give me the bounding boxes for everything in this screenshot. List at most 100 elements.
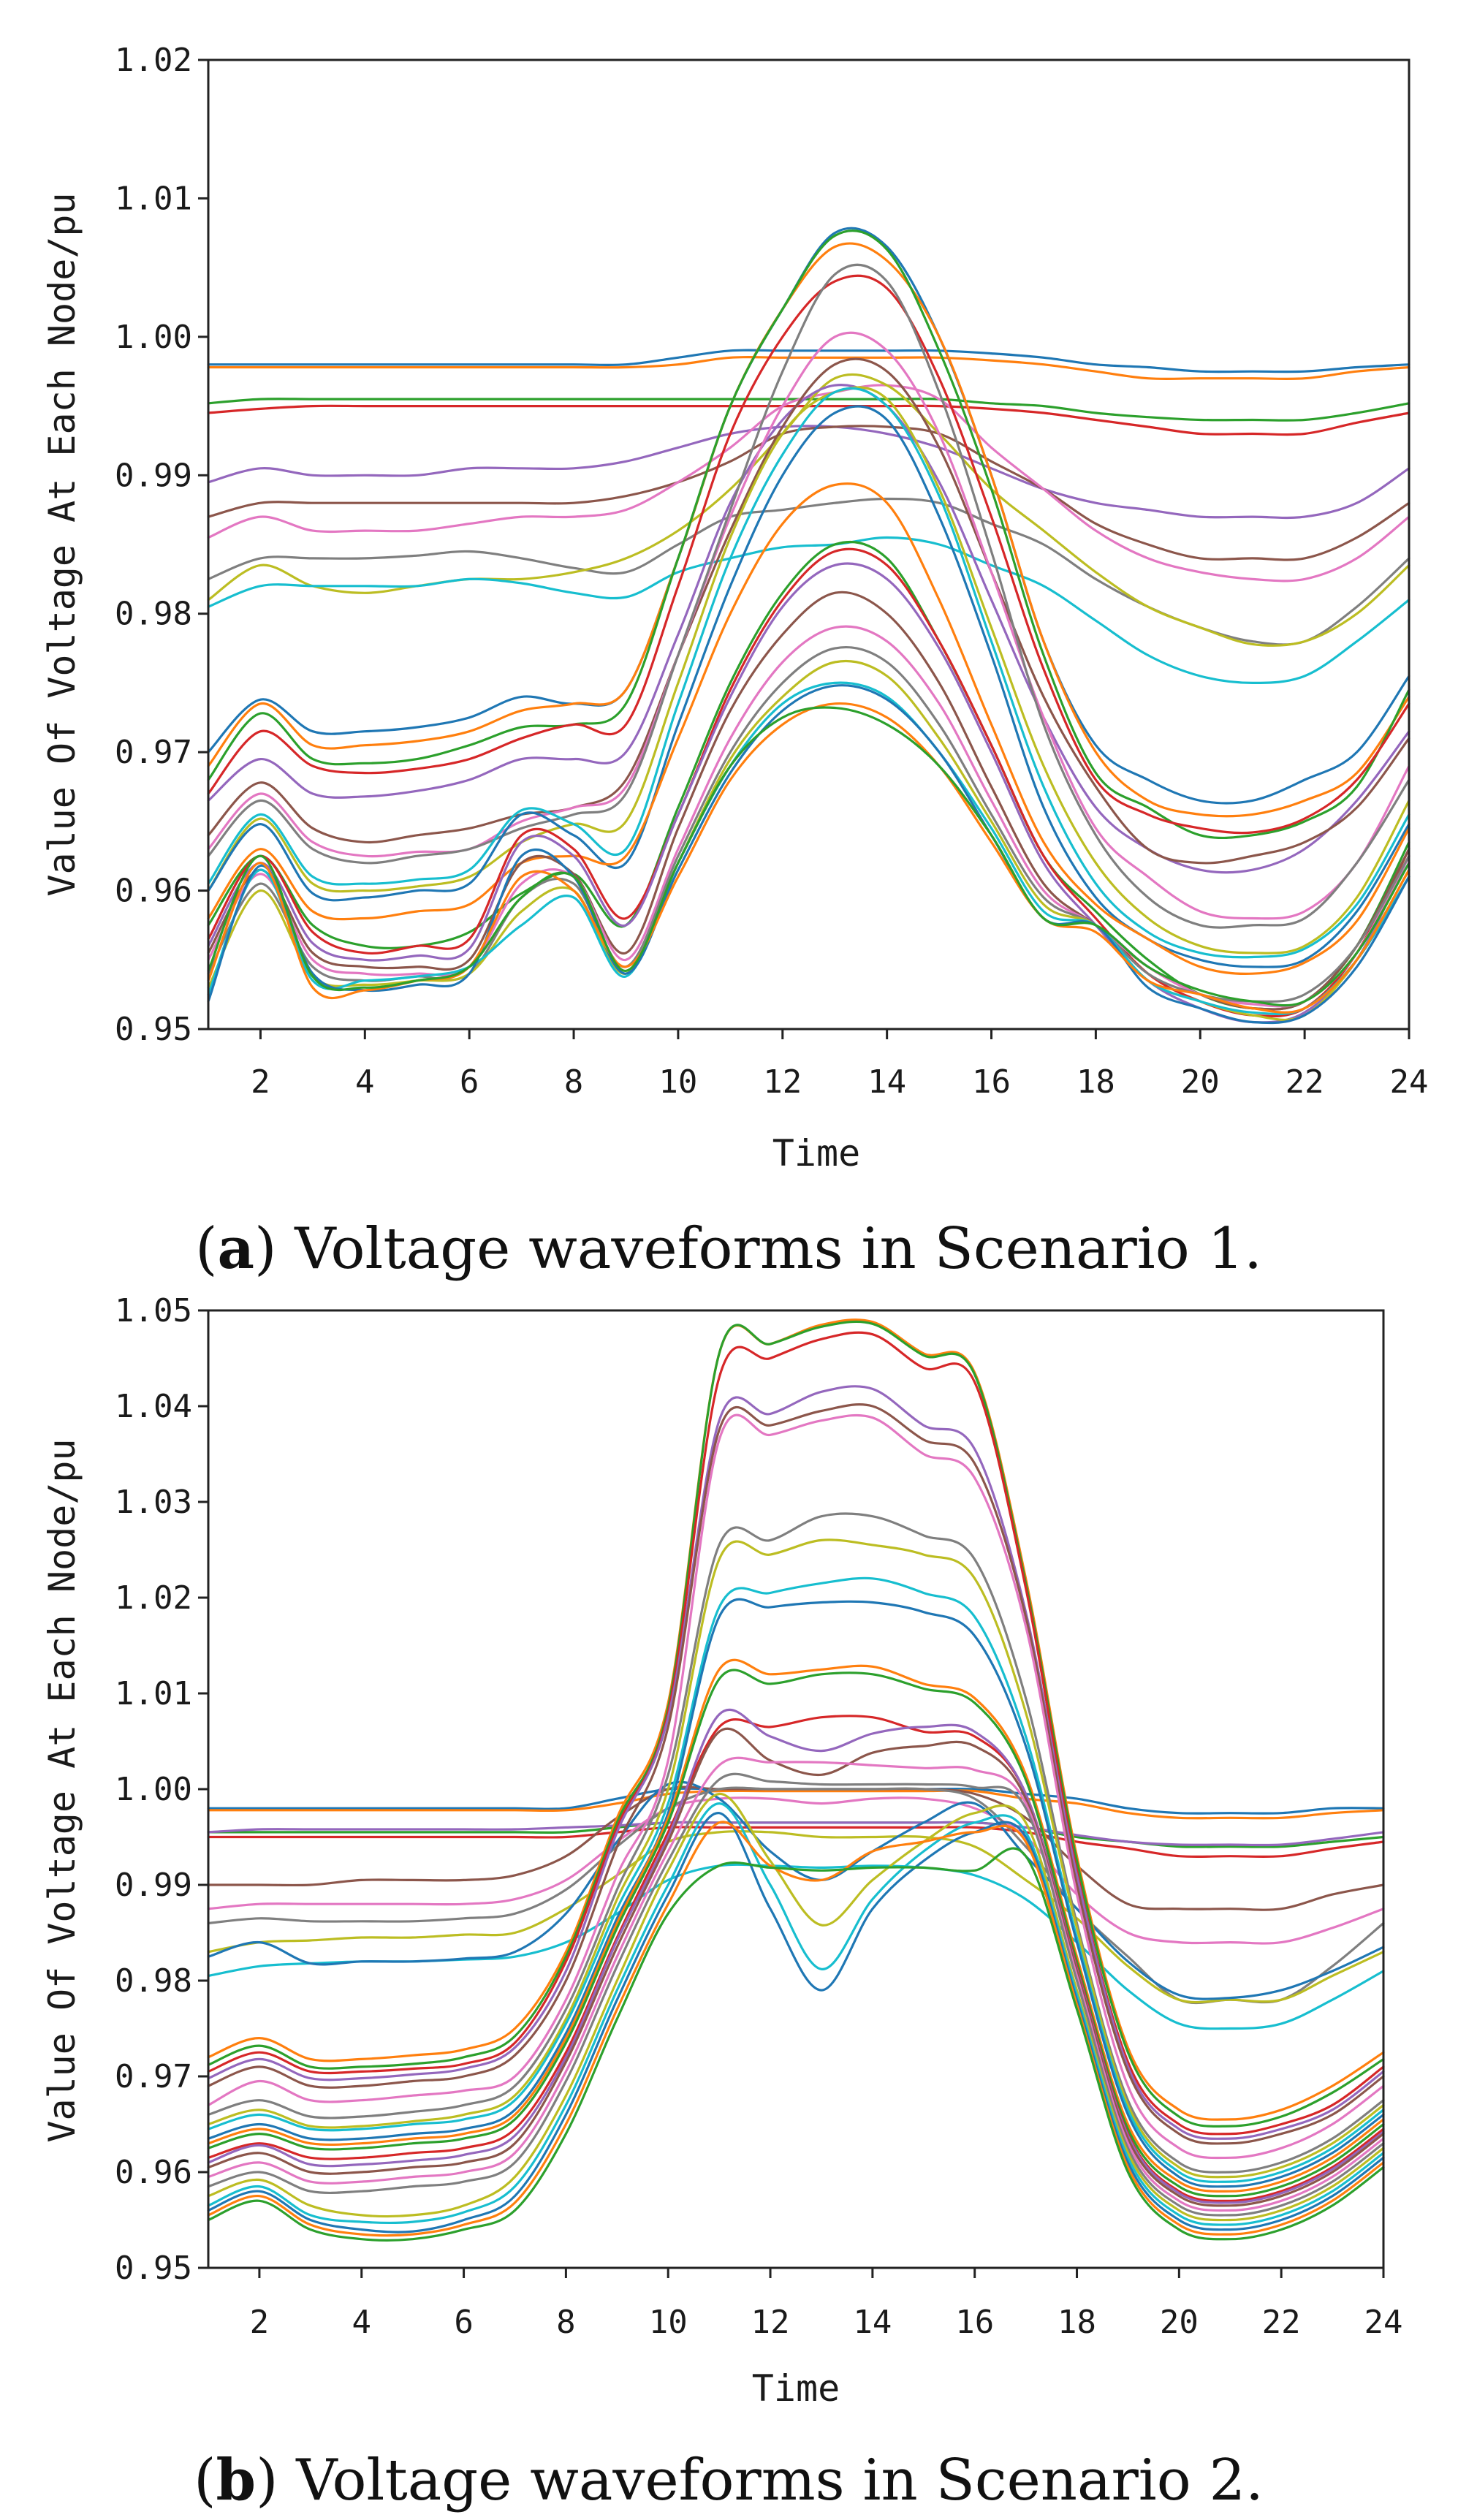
chart-b-x-tick-label: 16: [955, 2304, 994, 2341]
chart-b-series-line: [207, 1708, 1385, 2204]
chart-b-y-tick-label: 0.98: [115, 1962, 192, 2000]
chart-a-y-tick-label: 0.97: [115, 734, 192, 771]
chart-b-series-line: [207, 1772, 1385, 2217]
chart-b-series-line: [207, 1727, 1385, 2207]
chart-b-caption-text: ) Voltage waveforms in Scenario 2.: [256, 2448, 1264, 2513]
chart-a-x-ticks: 2 4 6 8 10 12 14 16 18 20 22 24: [251, 1029, 1428, 1101]
chart-a-x-tick-label: 18: [1077, 1063, 1115, 1101]
chart-a-series-line: [207, 398, 1410, 422]
chart-a-series-line: [207, 482, 1410, 975]
chart-a-plot-frame: [207, 58, 1410, 1031]
chart-b-series-line: [207, 1863, 1385, 2030]
chart-a-series-line: [207, 547, 1410, 1018]
chart-a-x-tick-label: 8: [564, 1063, 584, 1101]
chart-b-y-tick-label: 1.05: [115, 1292, 192, 1329]
chart-a-series-line: [207, 536, 1410, 684]
chart-a-series-line: [207, 386, 1410, 955]
chart-a-x-tick-label: 10: [658, 1063, 697, 1101]
chart-a-y-ticks: 0.95 0.96 0.97 0.98 0.99 1.00 1.01 1.02: [115, 42, 208, 1048]
chart-a-series-line: [207, 425, 1410, 520]
chart-b-y-ticks: 0.95 0.96 0.97 0.98 0.99 1.00 1.01 1.02 1.03 1.04…: [115, 1292, 208, 2287]
chart-b-series-line: [207, 1826, 1385, 1859]
chart-a-y-tick-label: 0.95: [115, 1011, 192, 1048]
chart-a-x-axis-label: Time: [772, 1132, 860, 1174]
chart-b-x-tick-label: 22: [1262, 2304, 1301, 2341]
chart-b-series-line: [207, 1792, 1385, 2222]
chart-b-x-tick-label: 12: [751, 2304, 790, 2341]
chart-b-series-line: [207, 1658, 1385, 2193]
chart-b-series-group: [207, 1318, 1385, 2242]
chart-b-x-tick-label: 2: [250, 2304, 270, 2341]
chart-b-series-line: [207, 1821, 1385, 2237]
chart-b-series-line: [207, 1331, 1385, 2136]
chart-a-y-tick-label: 0.96: [115, 873, 192, 910]
chart-a-series-group: [207, 227, 1410, 1025]
chart-b-series-line: [207, 1789, 1385, 1820]
chart-b-series-line: [207, 1715, 1385, 2203]
chart-a-x-tick-label: 16: [972, 1063, 1011, 1101]
chart-b-y-tick-label: 1.03: [115, 1484, 192, 1521]
chart-b-y-tick-label: 0.97: [115, 2058, 192, 2095]
chart-a-x-tick-label: 12: [763, 1063, 802, 1101]
chart-b-x-axis-label: Time: [752, 2367, 840, 2410]
chart-a-series-line: [207, 357, 1410, 865]
chart-a-series-line: [207, 706, 1410, 1007]
chart-b-series-line: [207, 1785, 1385, 1911]
chart-b-y-tick-label: 1.00: [115, 1771, 192, 1808]
chart-a-series-line: [207, 497, 1410, 646]
chart-b-y-tick-label: 1.04: [115, 1388, 192, 1425]
chart-b-series-line: [207, 1796, 1385, 1945]
chart-a-series-line: [207, 274, 1410, 835]
chart-a-series-line: [207, 355, 1410, 381]
chart-a-y-tick-label: 0.99: [115, 457, 192, 494]
chart-b-series-line: [207, 1756, 1385, 2212]
chart-a-series-line: [207, 425, 1410, 561]
chart-a-x-tick-label: 14: [867, 1063, 906, 1101]
chart-b-x-tick-label: 14: [853, 2304, 892, 2341]
chart-b-series-line: [207, 1780, 1385, 2000]
chart-a-series-line: [207, 681, 1410, 1016]
chart-b-y-axis-label: Value Of Voltage At Each Node/pu: [41, 1438, 83, 2142]
chart-a-series-line: [207, 331, 1410, 920]
chart-b-x-tick-label: 24: [1364, 2304, 1403, 2341]
chart-a-series-line: [207, 242, 1410, 818]
chart-b-series-line: [207, 1669, 1385, 2198]
chart-b-series-line: [207, 1821, 1385, 1847]
chart-a-x-tick-label: 2: [251, 1063, 270, 1101]
chart-b-series-line: [207, 1320, 1385, 2128]
chart-a-caption-text: ) Voltage waveforms in Scenario 1.: [254, 1216, 1262, 1282]
chart-b-series-line: [207, 1812, 1385, 2234]
chart-b-x-tick-label: 10: [649, 2304, 688, 2341]
chart-b-series-line: [207, 1538, 1385, 2179]
chart-a-series-line: [207, 562, 1410, 1024]
chart-b-y-tick-label: 0.95: [115, 2250, 192, 2287]
chart-scenario-2: 0.95 0.96 0.97 0.98 0.99 1.00 1.01 1.02 1.03 1.04…: [41, 1292, 1402, 2513]
chart-a-series-line: [207, 263, 1410, 929]
chart-b-caption-prefix: (: [194, 2448, 216, 2513]
chart-a-series-line: [207, 405, 1410, 968]
chart-a-caption-letter: a: [218, 1215, 255, 1282]
chart-a-series-line: [207, 227, 1410, 805]
chart-a-x-tick-label: 4: [355, 1063, 375, 1101]
chart-a-y-tick-label: 1.02: [115, 42, 192, 79]
chart-b-x-tick-label: 6: [454, 2304, 474, 2341]
chart-b-series-line: [207, 1802, 1385, 2226]
chart-a-y-tick-label: 1.00: [115, 319, 192, 356]
chart-b-x-tick-label: 8: [556, 2304, 576, 2341]
chart-b-series-line: [207, 1830, 1385, 2004]
chart-b-series-line: [207, 1413, 1385, 2160]
chart-a-series-line: [207, 591, 1410, 1011]
chart-b-x-ticks: 2 4 6 8 10 12 14 16 18 20 22 24: [250, 2268, 1403, 2341]
chart-a-caption-prefix: (: [195, 1216, 217, 1282]
chart-b-y-tick-label: 0.99: [115, 1867, 192, 1904]
chart-scenario-1: 0.95 0.96 0.97 0.98 0.99 1.00 1.01 1.02 2 4 6 8 10 1…: [41, 42, 1428, 1282]
chart-b-caption-letter: b: [216, 2447, 257, 2513]
chart-b-series-line: [207, 1385, 1385, 2140]
chart-b-caption: (b) Voltage waveforms in Scenario 2.: [194, 2447, 1264, 2513]
chart-b-y-tick-label: 0.96: [115, 2154, 192, 2191]
chart-a-series-line: [207, 540, 1410, 1011]
chart-a-y-tick-label: 1.01: [115, 180, 192, 217]
chart-b-x-tick-label: 20: [1160, 2304, 1199, 2341]
chart-a-y-tick-label: 0.98: [115, 596, 192, 633]
chart-a-x-tick-label: 6: [460, 1063, 479, 1101]
